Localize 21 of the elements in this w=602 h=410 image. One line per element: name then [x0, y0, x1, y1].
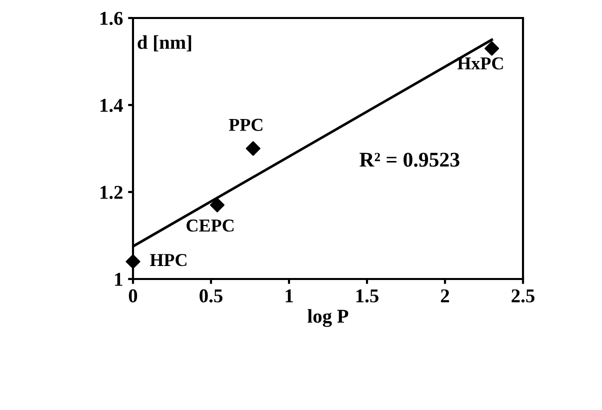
x-tick-label: 1.5 — [356, 289, 378, 302]
y-tick-label: 1.6 — [100, 12, 123, 26]
x-tick-label: 0 — [128, 289, 138, 302]
y-axis-title: d [nm] — [138, 35, 192, 52]
y-tick-label: 1 — [115, 272, 122, 286]
x-tick-label: 2 — [440, 289, 450, 302]
point — [484, 41, 500, 56]
annotation: CEPC — [186, 220, 234, 232]
point — [210, 198, 225, 212]
x-axis-title: log P — [308, 309, 348, 327]
x-tick-label: 2.5 — [512, 289, 534, 302]
point — [246, 141, 260, 156]
annotation: HxPC — [457, 57, 503, 70]
annotation: HPC — [150, 254, 186, 266]
y-tick-label: 1.2 — [100, 186, 122, 200]
x-tick-label: 1 — [286, 289, 293, 302]
x-tick-label: 0.5 — [200, 289, 222, 302]
annotation: PPC — [228, 118, 262, 131]
point — [126, 254, 140, 269]
annotation: R² = 0.9523 — [360, 152, 460, 167]
y-tick-label: 1.4 — [100, 98, 123, 112]
